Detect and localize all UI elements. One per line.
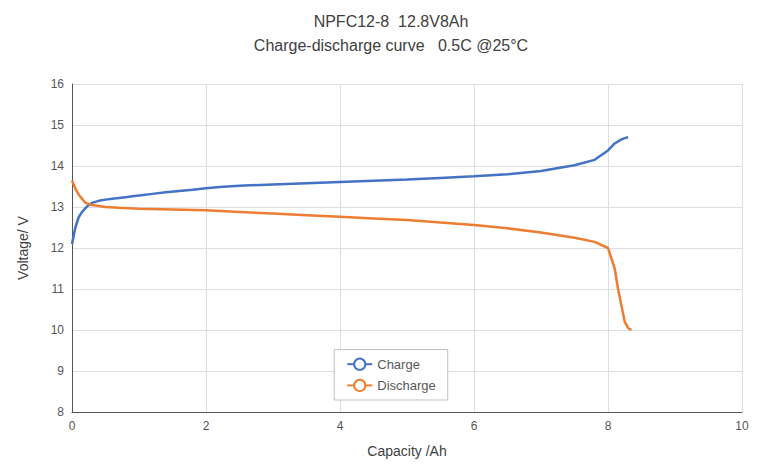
svg-text:Capacity /Ah: Capacity /Ah: [367, 443, 446, 459]
svg-text:14: 14: [51, 159, 65, 173]
svg-text:2: 2: [203, 419, 210, 433]
svg-text:Voltage/ V: Voltage/ V: [15, 215, 31, 279]
svg-text:11: 11: [52, 282, 65, 296]
svg-text:15: 15: [51, 118, 65, 132]
svg-text:6: 6: [471, 419, 478, 433]
svg-text:Charge: Charge: [377, 357, 420, 372]
svg-text:4: 4: [337, 419, 344, 433]
svg-text:8: 8: [57, 405, 64, 419]
svg-text:10: 10: [51, 323, 65, 337]
svg-text:Charge-discharge curve 0.5C: Charge-discharge curve 0.5C @25°C: [254, 37, 528, 54]
svg-text:NPFC12-8 12.8V8Ah: NPFC12-8 12.8V8Ah: [314, 13, 469, 30]
svg-text:8: 8: [605, 419, 612, 433]
svg-text:Discharge: Discharge: [377, 378, 436, 393]
svg-text:12: 12: [51, 241, 65, 255]
svg-text:9: 9: [57, 364, 64, 378]
svg-text:13: 13: [51, 200, 65, 214]
svg-text:10: 10: [735, 419, 749, 433]
svg-text:16: 16: [51, 77, 65, 91]
svg-text:0: 0: [69, 419, 76, 433]
